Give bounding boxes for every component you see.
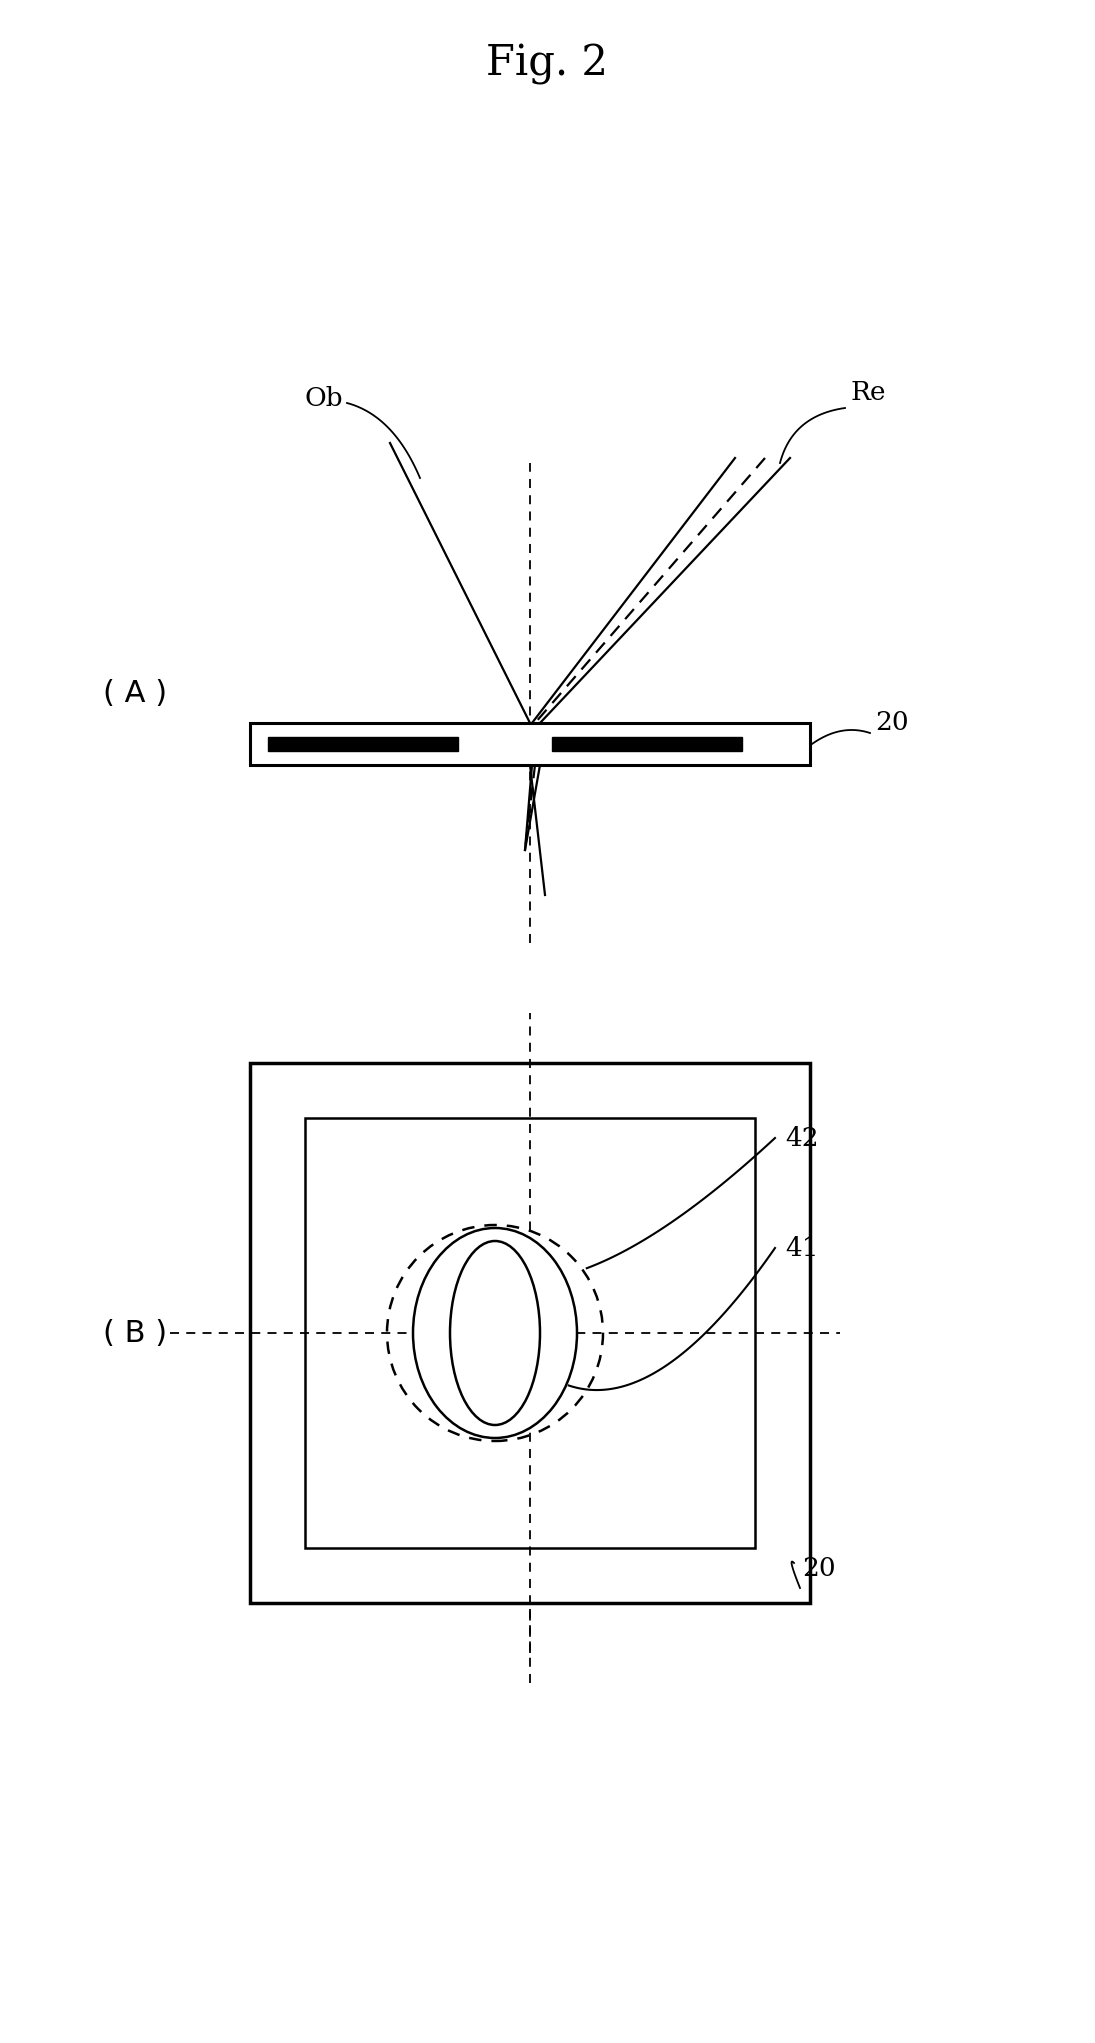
Bar	[250, 1062, 810, 1604]
Bar	[552, 738, 742, 752]
Text: 42: 42	[785, 1126, 819, 1150]
Text: 41: 41	[785, 1236, 818, 1261]
Text: Re: Re	[850, 380, 886, 405]
Text: ( A ): ( A )	[103, 678, 168, 707]
Ellipse shape	[450, 1240, 540, 1426]
Text: ( B ): ( B )	[103, 1318, 168, 1348]
Bar	[306, 1118, 754, 1549]
Bar	[268, 738, 458, 752]
Bar	[250, 723, 810, 764]
Ellipse shape	[413, 1228, 577, 1438]
Text: 20: 20	[802, 1555, 835, 1581]
Text: Fig. 2: Fig. 2	[486, 43, 608, 86]
Text: Ob: Ob	[306, 386, 344, 411]
Text: 20: 20	[875, 711, 909, 735]
